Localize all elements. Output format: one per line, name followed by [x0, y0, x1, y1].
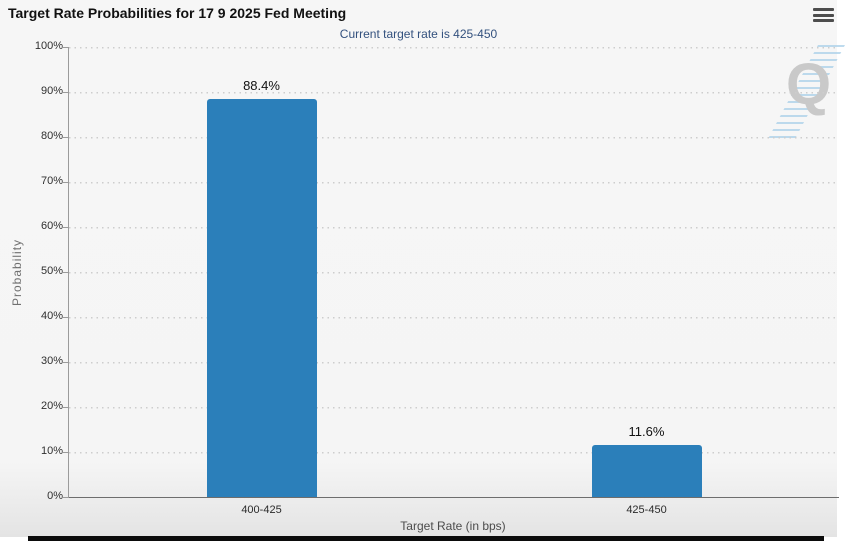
- plot-area: 100% 90% 80% 70% 60% 50% 40% 30% 20% 10% 0% 88.4% 40…: [35, 40, 839, 516]
- y-axis-tick-label: 90%: [40, 85, 63, 97]
- quikstrike-watermark-q-icon: Q: [786, 52, 832, 117]
- y-axis-tick-label: 20%: [40, 400, 63, 412]
- chart-context-menu-button[interactable]: [813, 7, 834, 23]
- y-axis-tick: [63, 182, 69, 183]
- y-axis-tick-label: 70%: [40, 175, 63, 187]
- y-axis-tick-label: 50%: [40, 265, 63, 277]
- chart-subtitle: Current target rate is 425-450: [339, 27, 498, 41]
- hamburger-icon: [813, 13, 834, 17]
- x-axis-title: Target Rate (in bps): [400, 519, 506, 533]
- x-axis-category-label: 400-425: [241, 504, 282, 516]
- x-axis-category-label: 425-450: [626, 504, 667, 516]
- y-axis-tick: [63, 407, 69, 408]
- y-axis-tick-label: 100%: [34, 40, 63, 52]
- y-axis-tick-label: 10%: [40, 445, 63, 457]
- gridline-80%: [69, 137, 839, 139]
- y-axis-tick: [63, 452, 69, 453]
- bar-value-label: 88.4%: [243, 78, 280, 94]
- y-axis-tick: [63, 362, 69, 363]
- y-axis-tick-label: 30%: [40, 355, 63, 367]
- gridline-40%: [69, 317, 839, 319]
- y-axis-tick: [63, 92, 69, 93]
- gridline-70%: [69, 182, 839, 184]
- hamburger-icon: [813, 19, 834, 22]
- y-axis-tick: [63, 272, 69, 273]
- chart-title: Target Rate Probabilities for 17 9 2025 …: [8, 5, 347, 21]
- gridline-50%: [69, 272, 839, 274]
- y-axis-tick-label: 60%: [40, 220, 63, 232]
- y-axis-tick-label: 0%: [47, 490, 63, 502]
- y-axis-tick: [63, 137, 69, 138]
- bar-400-425[interactable]: [206, 99, 317, 497]
- y-axis-tick: [63, 47, 69, 48]
- gridline-10%: [69, 452, 839, 454]
- hamburger-icon: [813, 8, 834, 11]
- y-axis-tick: [63, 497, 69, 498]
- gridline-60%: [69, 227, 839, 229]
- y-axis-tick-label: 80%: [40, 130, 63, 142]
- gridline-90%: [69, 92, 839, 94]
- y-axis-tick: [63, 227, 69, 228]
- y-axis-tick: [63, 317, 69, 318]
- gridline-30%: [69, 362, 839, 364]
- gridline-20%: [69, 407, 839, 409]
- gridline-100%: [69, 47, 839, 49]
- bottom-black-bar: [28, 536, 824, 541]
- y-axis-tick-label: 40%: [40, 310, 63, 322]
- bar-value-label: 11.6%: [628, 423, 665, 439]
- bar-425-450[interactable]: [591, 444, 702, 497]
